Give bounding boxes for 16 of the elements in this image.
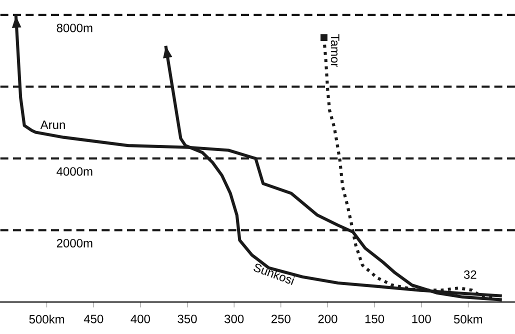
x-tick-label: 300 [224,314,244,324]
x-tick-label: 200 [318,314,338,324]
x-tick-label: 350 [178,314,197,324]
x-tick-label: 150 [365,314,384,324]
text: Tamor [330,34,340,68]
series-label: Arun [40,120,65,130]
x-tick-label: 50km [454,314,482,324]
annotation: 32 [464,270,476,279]
x-tick-label: 500km [29,314,64,324]
x-tick-label: 400 [130,314,150,324]
y-tick-label: 4000m [56,167,92,176]
y-tick-label: 2000m [56,238,92,248]
x-tick-label: 100 [412,314,431,324]
y-tick-label: 8000m [56,24,92,32]
x-tick-label: 450 [84,314,104,324]
x-tick-label: 250 [272,314,290,324]
